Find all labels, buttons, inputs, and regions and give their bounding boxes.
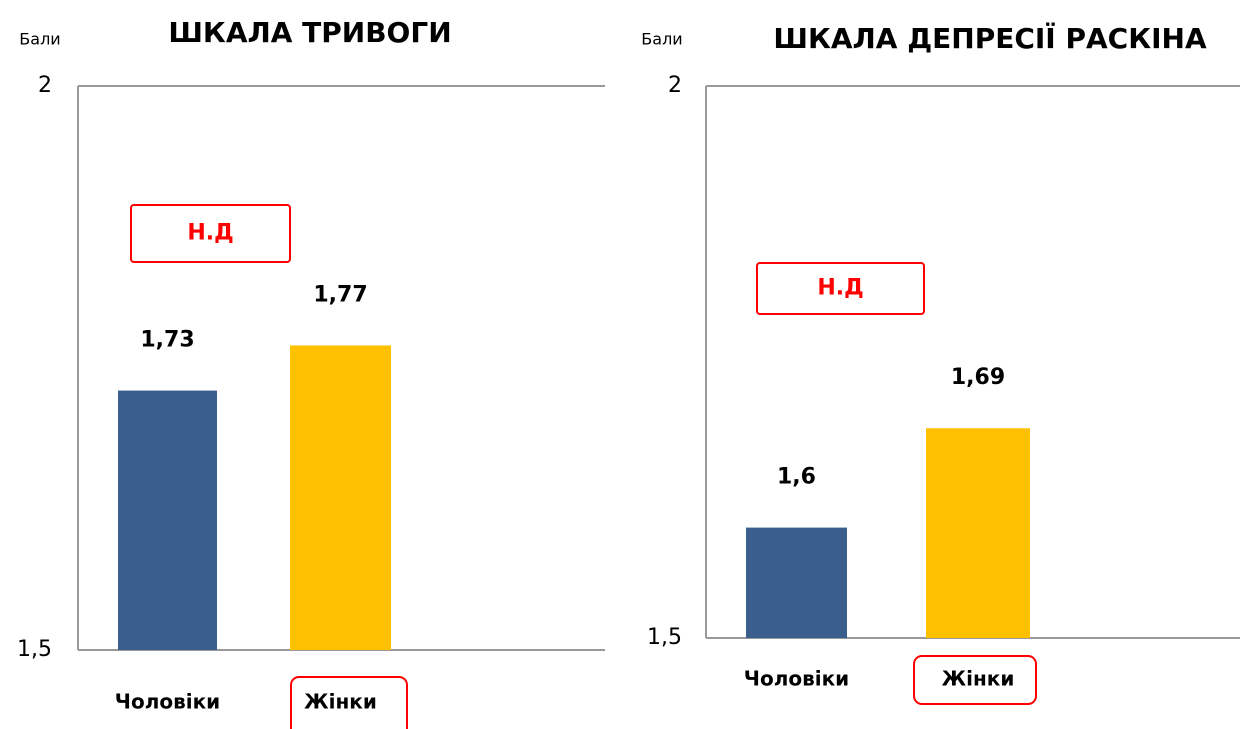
y-axis-label: Бали xyxy=(641,30,682,49)
y-tick-label: 2 xyxy=(38,73,52,98)
value-label: 1,6 xyxy=(777,465,816,490)
value-label: 1,73 xyxy=(140,328,194,353)
chart-title: ШКАЛА ДЕПРЕСІЇ РАСКІНА xyxy=(773,21,1207,55)
annotation: Н.Д xyxy=(817,276,863,301)
category-highlight xyxy=(913,655,1037,705)
chart-title: ШКАЛА ТРИВОГИ xyxy=(168,16,451,49)
annotation-box xyxy=(756,262,925,315)
y-tick-label: 1,5 xyxy=(647,625,682,650)
y-tick-label: 1,5 xyxy=(17,637,52,662)
bar xyxy=(290,345,391,650)
y-tick-label: 2 xyxy=(668,73,682,98)
x-tick-label: Жінки xyxy=(304,690,377,714)
annotation-box xyxy=(130,204,291,263)
annotation: Н.Д xyxy=(187,221,233,246)
x-tick-label: Жінки xyxy=(942,667,1015,691)
x-tick-label: Чоловіки xyxy=(115,690,220,714)
x-tick-label: Чоловіки xyxy=(744,667,849,691)
bar xyxy=(118,390,217,650)
bar xyxy=(746,527,847,638)
category-highlight xyxy=(290,676,408,729)
value-label: 1,77 xyxy=(313,282,367,307)
y-axis-label: Бали xyxy=(19,30,60,49)
bar xyxy=(926,428,1030,638)
value-label: 1,69 xyxy=(951,365,1005,390)
